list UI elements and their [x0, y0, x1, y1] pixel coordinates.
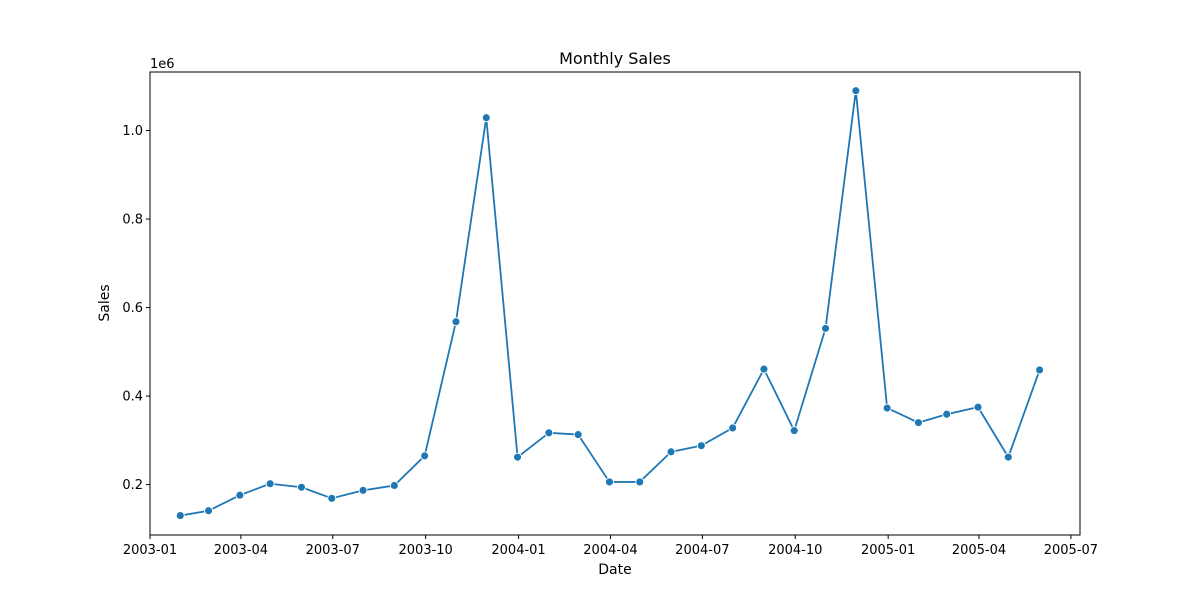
data-point [573, 430, 583, 440]
x-tick-label: 2005-01 [861, 543, 915, 558]
data-point [666, 447, 676, 457]
data-point [544, 428, 554, 438]
y-tick-label: 1.0 [122, 124, 143, 139]
data-point [451, 317, 461, 327]
x-tick-label: 2004-07 [675, 543, 729, 558]
data-point [327, 493, 337, 503]
data-point [204, 506, 214, 516]
y-tick-label: 0.8 [122, 213, 143, 228]
data-point [913, 418, 923, 428]
x-tick-label: 2005-07 [1044, 543, 1098, 558]
y-axis-label: Sales [97, 284, 113, 321]
plot-area [175, 86, 1045, 521]
data-point [297, 482, 306, 492]
x-axis: 2003-01 2003-04 2003-07 2003-10 2004-01 2004-… [123, 535, 1098, 558]
data-point [759, 364, 769, 374]
x-axis-label: Date [598, 562, 631, 578]
data-point [942, 409, 952, 419]
x-tick-label: 2003-04 [214, 543, 268, 558]
data-point [973, 402, 983, 412]
data-point [882, 403, 892, 413]
x-tick-label: 2003-10 [399, 543, 453, 558]
data-point [175, 511, 185, 521]
x-tick-label: 2003-01 [123, 543, 177, 558]
x-tick-label: 2004-01 [491, 543, 545, 558]
data-point [789, 426, 799, 436]
x-tick-label: 2004-10 [768, 543, 822, 558]
data-point [358, 485, 368, 495]
chart-title: Monthly Sales [559, 49, 671, 68]
data-point [235, 490, 245, 500]
y-tick-label: 0.6 [122, 301, 143, 316]
data-point [389, 481, 399, 490]
data-point [696, 441, 706, 451]
data-point [265, 479, 275, 489]
data-point [481, 113, 491, 123]
y-axis: 0.2 0.4 0.6 0.8 1.0 [122, 124, 150, 493]
data-point [1003, 452, 1013, 462]
data-point [728, 423, 738, 433]
data-point [1035, 365, 1045, 375]
axes-frame [149, 71, 1081, 536]
data-point [851, 86, 861, 96]
data-point [821, 323, 830, 333]
y-axis-offset-label: 1e6 [150, 57, 175, 72]
x-tick-label: 2003-07 [306, 543, 360, 558]
y-tick-label: 0.2 [122, 478, 143, 493]
y-tick-label: 0.4 [122, 390, 143, 405]
data-point [635, 477, 645, 487]
data-point [513, 452, 523, 462]
x-tick-label: 2004-04 [583, 543, 637, 558]
x-tick-label: 2005-04 [952, 543, 1006, 558]
data-point [604, 477, 614, 487]
data-point [420, 451, 430, 461]
